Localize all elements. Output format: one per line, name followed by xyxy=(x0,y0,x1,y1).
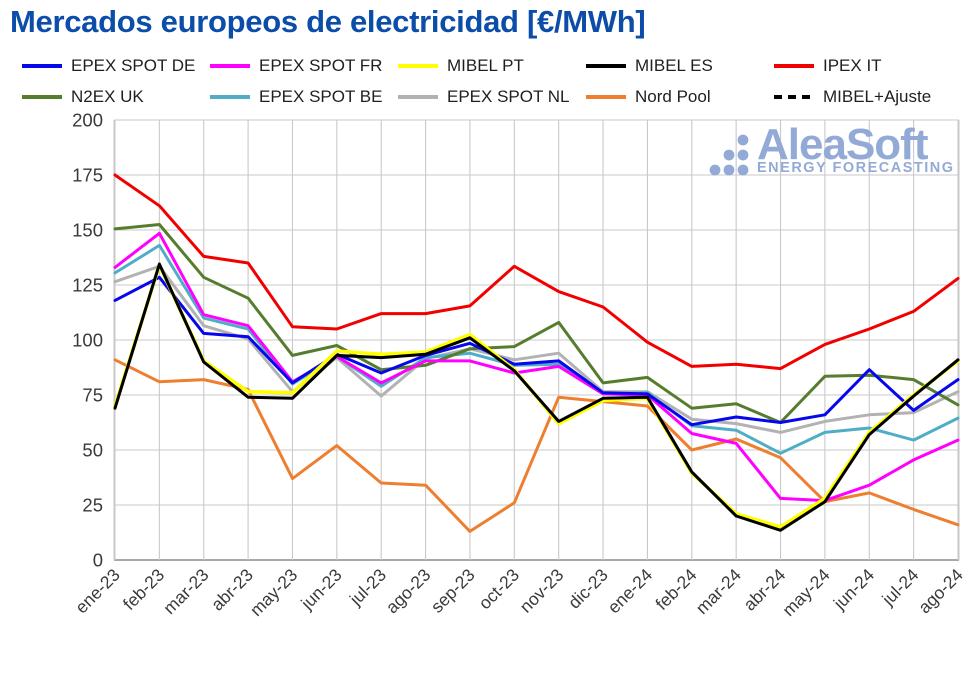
series-line-epex-spot-fr xyxy=(113,231,960,503)
legend-item-mibel-pt: MIBEL PT xyxy=(398,56,524,76)
series-line-nord-pool xyxy=(113,358,960,533)
legend-swatch-mibel-es xyxy=(586,64,626,68)
x-tick-label-ago-24: ago-24 xyxy=(914,565,967,618)
x-tick-label-oct-23: oct-23 xyxy=(475,565,524,614)
legend-label-epex-spot-nl: EPEX SPOT NL xyxy=(447,87,570,106)
series-line-ipex-it xyxy=(113,173,960,371)
y-tick-label-0: 0 xyxy=(93,550,103,571)
y-tick-label-75: 75 xyxy=(82,385,103,406)
series-line-n2ex-uk xyxy=(113,223,960,424)
x-tick-label-jun-23: jun-23 xyxy=(296,565,345,614)
chart-title: Mercados europeos de electricidad [€/MWh… xyxy=(10,4,646,39)
legend-label-n2ex-uk: N2EX UK xyxy=(71,87,144,106)
legend-label-mibel-ajuste: MIBEL+Ajuste xyxy=(823,87,932,106)
legend: EPEX SPOT DE EPEX SPOT FR MIBEL PT MIBEL ES… xyxy=(0,0,980,115)
legend-item-epex-spot-be: EPEX SPOT BE xyxy=(210,87,382,107)
y-tick-label-125: 125 xyxy=(72,275,103,296)
legend-item-nord-pool: Nord Pool xyxy=(586,87,711,107)
series-line-epex-spot-nl xyxy=(113,264,960,434)
x-tick-label-mar-23: mar-23 xyxy=(159,565,212,618)
x-tick-label-may-23: may-23 xyxy=(246,565,301,620)
legend-label-epex-spot-de: EPEX SPOT DE xyxy=(71,56,196,75)
series-line-epex-spot-de xyxy=(113,275,960,427)
y-tick-label-200: 200 xyxy=(72,110,103,131)
x-tick-label-ago-23: ago-23 xyxy=(382,565,435,618)
legend-label-epex-spot-fr: EPEX SPOT FR xyxy=(259,56,383,75)
legend-item-n2ex-uk: N2EX UK xyxy=(22,87,144,107)
legend-item-mibel-ajuste: MIBEL+Ajuste xyxy=(774,87,931,107)
x-tick-label-may-24: may-24 xyxy=(778,565,834,621)
legend-swatch-mibel-pt xyxy=(398,64,438,68)
x-tick-label-ene-24: ene-24 xyxy=(604,565,657,618)
legend-swatch-epex-spot-fr xyxy=(210,64,250,68)
x-tick-label-sep-23: sep-23 xyxy=(427,565,479,617)
legend-swatch-n2ex-uk xyxy=(22,95,62,99)
legend-label-ipex-it: IPEX IT xyxy=(823,56,882,75)
x-tick-label-ene-23: ene-23 xyxy=(71,565,124,618)
legend-swatch-epex-spot-be xyxy=(210,95,250,99)
x-tick-label-mar-24: mar-24 xyxy=(692,565,746,619)
legend-item-epex-spot-fr: EPEX SPOT FR xyxy=(210,56,382,76)
legend-swatch-epex-spot-nl xyxy=(398,95,438,99)
y-tick-label-150: 150 xyxy=(72,220,103,241)
y-tick-label-100: 100 xyxy=(72,330,103,351)
legend-swatch-mibel-ajuste xyxy=(774,95,814,99)
legend-label-nord-pool: Nord Pool xyxy=(635,87,711,106)
legend-item-epex-spot-nl: EPEX SPOT NL xyxy=(398,87,570,107)
legend-label-mibel-pt: MIBEL PT xyxy=(447,56,524,75)
series-line-mibel-es xyxy=(113,262,960,532)
legend-item-epex-spot-de: EPEX SPOT DE xyxy=(22,56,195,76)
legend-swatch-epex-spot-de xyxy=(22,64,62,68)
y-tick-label-50: 50 xyxy=(82,440,103,461)
y-tick-label-175: 175 xyxy=(72,165,103,186)
y-tick-label-25: 25 xyxy=(82,495,103,516)
legend-swatch-nord-pool xyxy=(586,95,626,99)
legend-item-ipex-it: IPEX IT xyxy=(774,56,882,76)
legend-label-epex-spot-be: EPEX SPOT BE xyxy=(259,87,383,106)
series-line-epex-spot-be xyxy=(113,243,960,455)
legend-item-mibel-es: MIBEL ES xyxy=(586,56,713,76)
legend-label-mibel-es: MIBEL ES xyxy=(635,56,713,75)
legend-swatch-ipex-it xyxy=(774,64,814,68)
x-tick-label-nov-23: nov-23 xyxy=(516,565,568,617)
x-tick-label-jun-24: jun-24 xyxy=(829,565,878,614)
